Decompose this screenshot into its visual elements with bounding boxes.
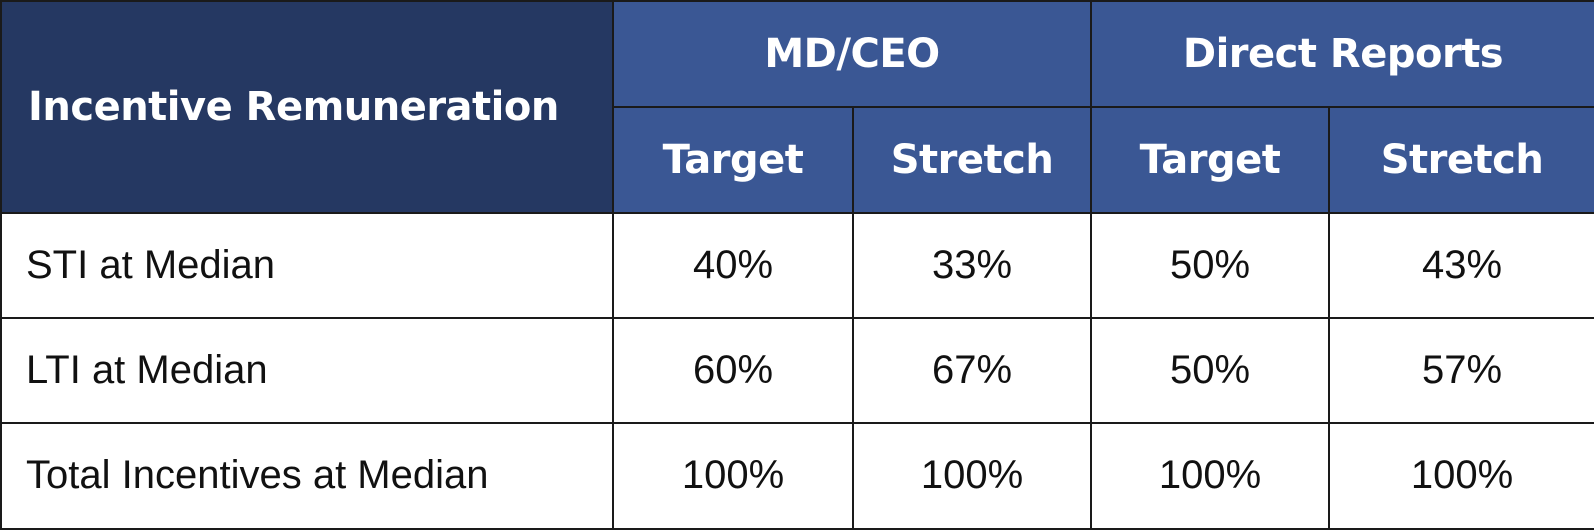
table-row: STI at Median 40% 33% 50% 43% (0, 212, 1594, 319)
row-label-lti: LTI at Median (0, 316, 614, 424)
cell-lti-direct-reports-stretch: 57% (1327, 316, 1594, 424)
table-header: Incentive Remuneration MD/CEO Direct Rep… (0, 0, 1594, 214)
header-row-groups: Incentive Remuneration MD/CEO Direct Rep… (0, 0, 1594, 214)
subheader-md-ceo-target: Target (612, 106, 854, 214)
table-row: LTI at Median 60% 67% 50% 57% (0, 316, 1594, 424)
row-label-sti: STI at Median (0, 212, 614, 319)
cell-sti-md-ceo-target: 40% (612, 212, 854, 319)
subheader-direct-reports-stretch: Stretch (1327, 106, 1594, 214)
cell-lti-md-ceo-stretch: 67% (852, 316, 1092, 424)
subheader-direct-reports-target: Target (1090, 106, 1330, 214)
cell-total-direct-reports-stretch: 100% (1327, 421, 1594, 530)
cell-sti-direct-reports-target: 50% (1090, 212, 1330, 319)
subheader-md-ceo-stretch: Stretch (852, 106, 1092, 214)
cell-sti-md-ceo-stretch: 33% (852, 212, 1092, 319)
cell-total-md-ceo-target: 100% (612, 421, 854, 530)
table-row: Total Incentives at Median 100% 100% 100… (0, 421, 1594, 530)
cell-sti-direct-reports-stretch: 43% (1327, 212, 1594, 319)
group-header-md-ceo: MD/CEO (612, 0, 1092, 108)
table-body: STI at Median 40% 33% 50% 43% LTI at Med… (0, 212, 1594, 530)
corner-header: Incentive Remuneration (0, 0, 614, 214)
cell-lti-md-ceo-target: 60% (612, 316, 854, 424)
cell-total-direct-reports-target: 100% (1090, 421, 1330, 530)
row-label-total: Total Incentives at Median (0, 421, 614, 530)
cell-lti-direct-reports-target: 50% (1090, 316, 1330, 424)
cell-total-md-ceo-stretch: 100% (852, 421, 1092, 530)
group-header-direct-reports: Direct Reports (1089, 0, 1594, 108)
header-row-sub: Target Stretch Target Stretch (1, 106, 1594, 214)
